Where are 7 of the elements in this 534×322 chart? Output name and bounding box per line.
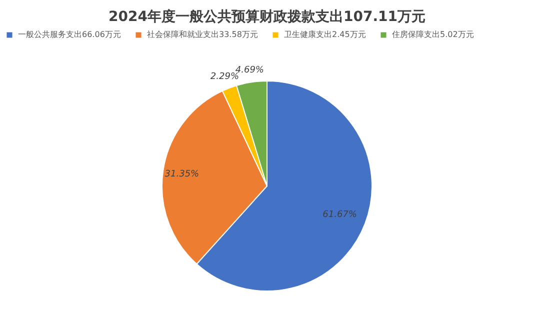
legend-label: 一般公共服务支出66.06万元 — [18, 30, 121, 39]
legend-label: 卫生健康支出2.45万元 — [284, 30, 366, 39]
legend-label: 住房保障支出5.02万元 — [392, 30, 474, 39]
data-label: 61.67% — [322, 210, 357, 220]
chart-title: 2024年度一般公共预算财政拨款支出107.11万元 — [108, 8, 426, 25]
data-label: 31.35% — [164, 169, 200, 180]
legend-label: 社会保障和就业支出33.58万元 — [147, 30, 258, 39]
